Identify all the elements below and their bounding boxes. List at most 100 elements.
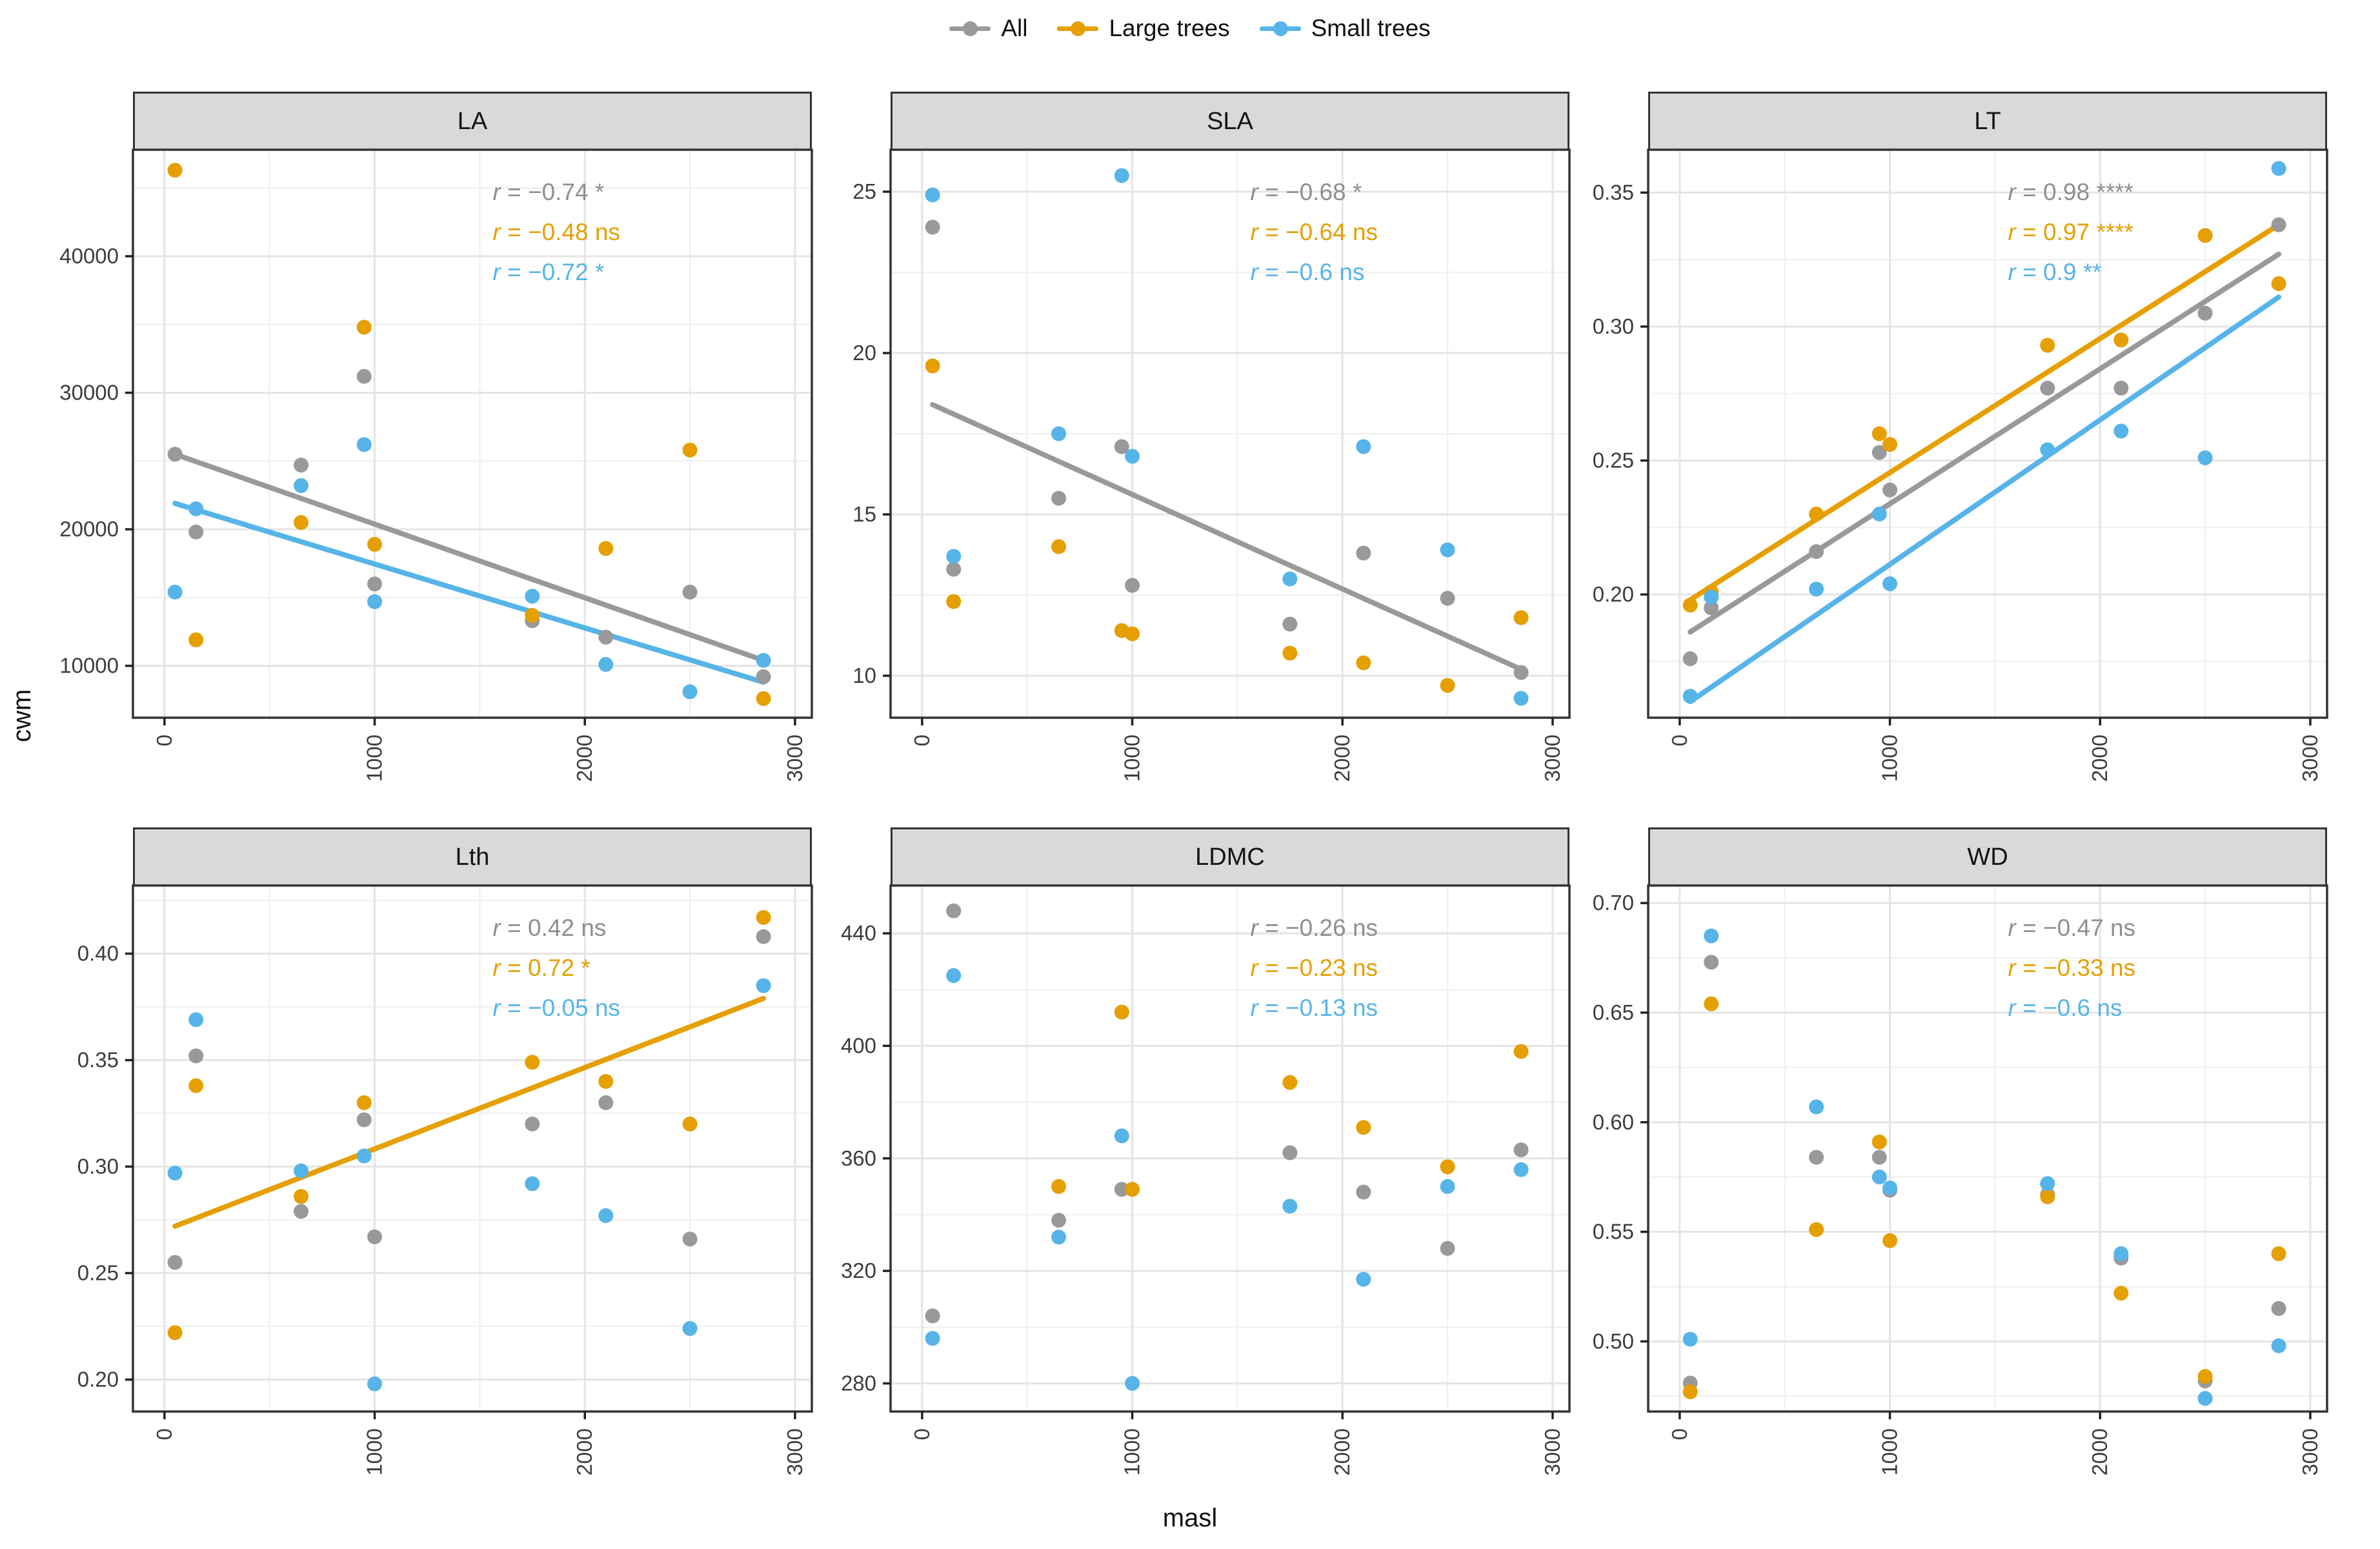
data-point-large (2271, 1246, 2286, 1261)
correlation-annotation-all: r = 0.98 **** (2008, 179, 2133, 205)
data-point-all (925, 1308, 940, 1324)
data-point-all (1882, 482, 1898, 498)
data-point-large (1882, 1233, 1898, 1248)
data-point-large (1051, 539, 1067, 554)
data-point-small (946, 967, 962, 983)
data-point-large (598, 1074, 614, 1089)
data-point-all (294, 1204, 309, 1219)
data-point-large (1440, 678, 1455, 693)
data-point-large (925, 358, 940, 374)
data-point-small (682, 1321, 698, 1336)
x-tick-label: 3000 (783, 1428, 807, 1475)
y-tick-label: 30000 (59, 381, 119, 405)
x-tick-label: 3000 (1540, 1428, 1564, 1475)
correlation-annotation-small: r = −0.05 ns (493, 995, 620, 1021)
legend-item-large-trees[interactable]: Large trees (1057, 15, 1230, 42)
data-point-all (946, 562, 962, 577)
data-point-small (1356, 439, 1371, 454)
data-point-large (367, 536, 383, 552)
data-point-small (1882, 1180, 1898, 1196)
x-tick-label: 0 (152, 1428, 176, 1440)
y-tick-label: 10 (852, 663, 876, 687)
data-point-small (1356, 1271, 1371, 1287)
correlation-annotation-small: r = 0.9 ** (2008, 259, 2102, 285)
x-tick-label: 0 (910, 734, 934, 746)
x-axis-title: masl (1162, 1504, 1218, 1532)
legend-label-large-trees: Large trees (1109, 15, 1230, 41)
correlation-annotation-all: r = −0.74 * (493, 179, 605, 205)
correlation-annotation-small: r = −0.13 ns (1251, 995, 1378, 1021)
y-tick-label: 440 (841, 921, 876, 945)
data-point-all (1704, 600, 1719, 616)
data-point-small (1682, 1331, 1698, 1347)
data-point-small (1704, 589, 1719, 605)
y-tick-label: 0.30 (77, 1155, 119, 1179)
x-tick-label: 1000 (1878, 1428, 1902, 1475)
data-point-large (756, 691, 771, 706)
legend-key-large-trees-icon (1057, 20, 1099, 37)
x-tick-label: 2000 (2088, 734, 2112, 782)
data-point-large (167, 1325, 183, 1341)
x-tick-label: 1000 (1878, 734, 1902, 782)
y-tick-label: 0.25 (77, 1261, 119, 1285)
data-point-all (1809, 1149, 1824, 1165)
legend-item-all[interactable]: All (949, 15, 1027, 42)
data-point-large (356, 319, 372, 335)
data-point-small (1125, 449, 1140, 464)
x-tick-label: 3000 (783, 734, 807, 782)
x-tick-label: 1000 (1120, 1428, 1144, 1475)
data-point-large (2040, 1189, 2055, 1204)
data-point-large (1356, 1120, 1371, 1135)
data-point-small (2040, 442, 2055, 458)
x-tick-label: 3000 (1540, 734, 1564, 782)
x-tick-label: 3000 (2298, 734, 2322, 782)
data-point-large (1125, 1182, 1140, 1197)
data-point-all (598, 629, 614, 645)
correlation-annotation-large: r = −0.48 ns (493, 219, 620, 245)
data-point-all (682, 584, 698, 600)
legend-item-small-trees[interactable]: Small trees (1259, 15, 1431, 42)
data-point-small (925, 1331, 940, 1346)
data-point-small (1440, 1179, 1455, 1194)
data-point-all (682, 1231, 698, 1247)
data-point-all (1356, 1184, 1371, 1200)
data-point-small (1051, 1230, 1067, 1245)
facet-strip-LT: LT (1648, 92, 2327, 150)
data-point-large (2197, 1369, 2213, 1384)
data-point-small (1282, 1199, 1298, 1214)
x-tick-label: 0 (910, 1428, 934, 1440)
data-point-small (1125, 1375, 1140, 1391)
x-tick-label: 0 (1668, 734, 1691, 746)
data-point-all (1051, 1213, 1067, 1228)
x-tick-label: 3000 (2298, 1428, 2322, 1475)
data-point-small (167, 1165, 183, 1180)
y-tick-label: 0.70 (1593, 891, 1634, 915)
x-tick-label: 0 (1668, 1428, 1691, 1440)
regression-line-all (930, 402, 1524, 672)
data-point-large (1871, 426, 1887, 441)
y-tick-label: 20 (852, 341, 876, 365)
correlation-annotation-all: r = −0.47 ns (2008, 915, 2135, 941)
correlation-annotation-large: r = 0.97 **** (2008, 219, 2133, 245)
data-point-all (167, 447, 183, 462)
x-tick-label: 2000 (1330, 734, 1354, 782)
data-point-all (756, 669, 771, 685)
x-tick-label: 2000 (2088, 1428, 2112, 1475)
data-point-large (2113, 332, 2129, 348)
data-point-all (2271, 217, 2286, 232)
data-point-all (1114, 1182, 1129, 1197)
data-point-small (356, 437, 372, 452)
panel-LT: r = 0.98 **** r = 0.97 **** r = 0.9 ** 0.20… (1593, 148, 2328, 782)
data-point-large (167, 163, 183, 178)
data-point-large (525, 1055, 540, 1070)
y-tick-label: 0.30 (1593, 314, 1634, 338)
data-point-small (1871, 507, 1887, 522)
y-tick-label: 0.20 (77, 1368, 119, 1392)
data-point-large (1704, 996, 1719, 1011)
correlation-annotation-large: r = −0.64 ns (1251, 219, 1378, 245)
data-point-small (756, 978, 771, 993)
panel-Lth: r = 0.42 ns r = 0.72 * r = −0.05 ns 0.20 0.2… (77, 884, 813, 1475)
data-point-all (1682, 651, 1698, 667)
data-point-all (1356, 545, 1371, 561)
data-point-large (1682, 1384, 1698, 1399)
